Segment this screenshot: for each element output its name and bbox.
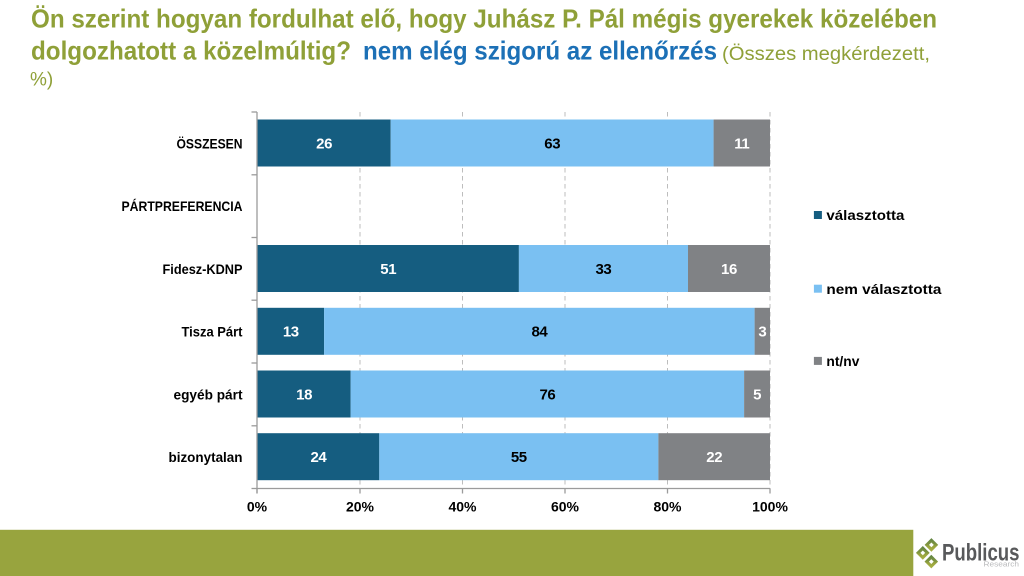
svg-text:ÖSSZESEN: ÖSSZESEN xyxy=(177,136,243,152)
svg-text:80%: 80% xyxy=(653,499,682,515)
svg-text:választotta: választotta xyxy=(826,207,904,223)
svg-text:nem választotta: nem választotta xyxy=(826,281,941,297)
svg-text:55: 55 xyxy=(511,449,527,466)
svg-text:11: 11 xyxy=(734,135,749,152)
svg-text:84: 84 xyxy=(531,324,548,341)
svg-text:Research: Research xyxy=(984,560,1020,569)
svg-text:3: 3 xyxy=(758,324,766,341)
svg-text:5: 5 xyxy=(753,386,761,403)
svg-text:40%: 40% xyxy=(448,499,477,515)
svg-text:63: 63 xyxy=(544,135,560,152)
svg-text:60%: 60% xyxy=(551,499,580,515)
svg-text:33: 33 xyxy=(595,261,611,278)
svg-text:nem elég szigorú az ellenőrzés: nem elég szigorú az ellenőrzés xyxy=(363,36,717,66)
svg-text:Tisza Párt: Tisza Párt xyxy=(182,324,243,340)
svg-text:24: 24 xyxy=(310,449,327,466)
svg-text:Ön szerint hogyan fordulhat el: Ön szerint hogyan fordulhat elő, hogy Ju… xyxy=(31,3,937,33)
svg-text:Publicus: Publicus xyxy=(942,539,1020,566)
svg-text:26: 26 xyxy=(316,135,332,152)
svg-text:bizonytalan: bizonytalan xyxy=(169,449,243,465)
svg-text:18: 18 xyxy=(296,386,312,403)
svg-text:22: 22 xyxy=(706,449,722,466)
svg-text:51: 51 xyxy=(380,261,396,278)
svg-text:dolgozhatott a közelmúltig?: dolgozhatott a közelmúltig? xyxy=(31,36,351,66)
svg-text:%): %) xyxy=(30,69,53,90)
svg-text:egyéb párt: egyéb párt xyxy=(174,387,243,403)
svg-text:Fidesz-KDNP: Fidesz-KDNP xyxy=(163,261,243,277)
svg-text:(Összes megkérdezett,: (Összes megkérdezett, xyxy=(722,44,930,65)
svg-text:nt/nv: nt/nv xyxy=(826,353,859,369)
svg-text:100%: 100% xyxy=(752,499,788,515)
svg-text:13: 13 xyxy=(283,324,299,341)
svg-text:16: 16 xyxy=(721,261,737,278)
svg-text:PÁRTPREFERENCIA: PÁRTPREFERENCIA xyxy=(122,198,243,214)
svg-text:20%: 20% xyxy=(346,499,375,515)
svg-text:0%: 0% xyxy=(247,499,268,515)
svg-text:76: 76 xyxy=(539,386,555,403)
